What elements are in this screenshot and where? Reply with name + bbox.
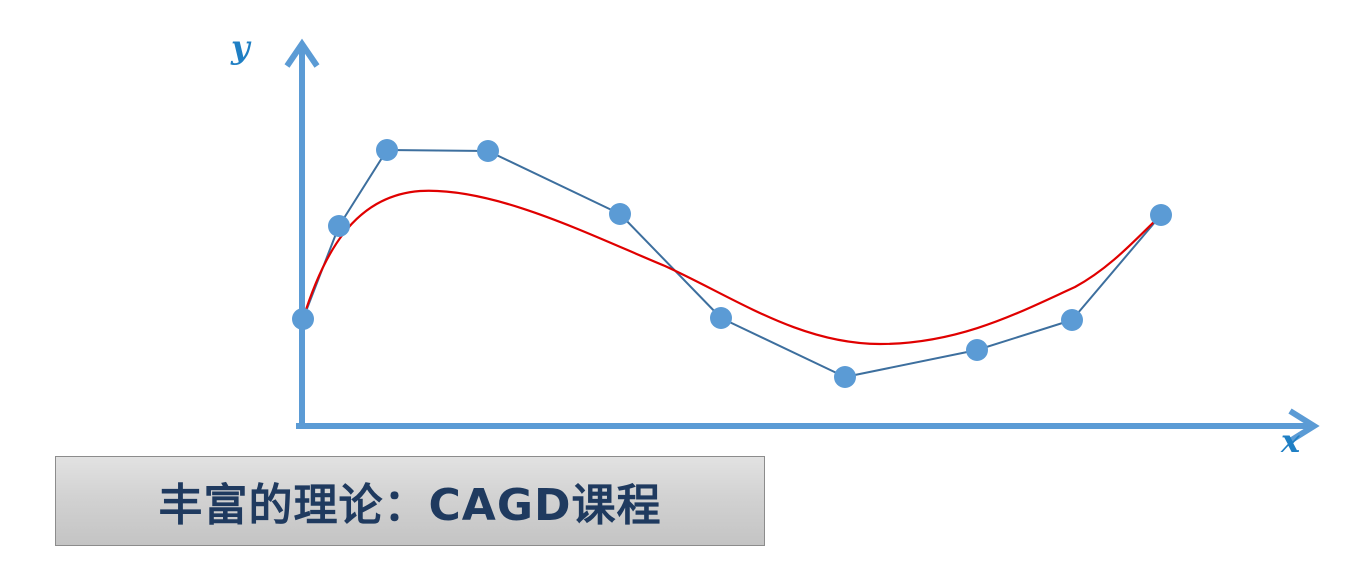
control-point (710, 307, 732, 329)
fitted-curve (301, 189, 1163, 346)
control-point (966, 339, 988, 361)
control-point (328, 215, 350, 237)
control-point (292, 308, 314, 330)
control-point (376, 139, 398, 161)
control-point (834, 366, 856, 388)
control-polygon (302, 149, 1162, 378)
control-point (1150, 204, 1172, 226)
caption-text: 丰富的理论：CAGD课程 (158, 480, 662, 531)
caption-box: 丰富的理论：CAGD课程 (55, 456, 765, 546)
control-point (1061, 309, 1083, 331)
control-point (477, 140, 499, 162)
y-axis-label: y (230, 28, 252, 66)
control-point (609, 203, 631, 225)
control-points (292, 139, 1172, 388)
x-axis-label: x (1280, 422, 1301, 460)
y-axis-arrowhead (284, 38, 320, 68)
x-axis-arrowhead (1288, 408, 1320, 444)
